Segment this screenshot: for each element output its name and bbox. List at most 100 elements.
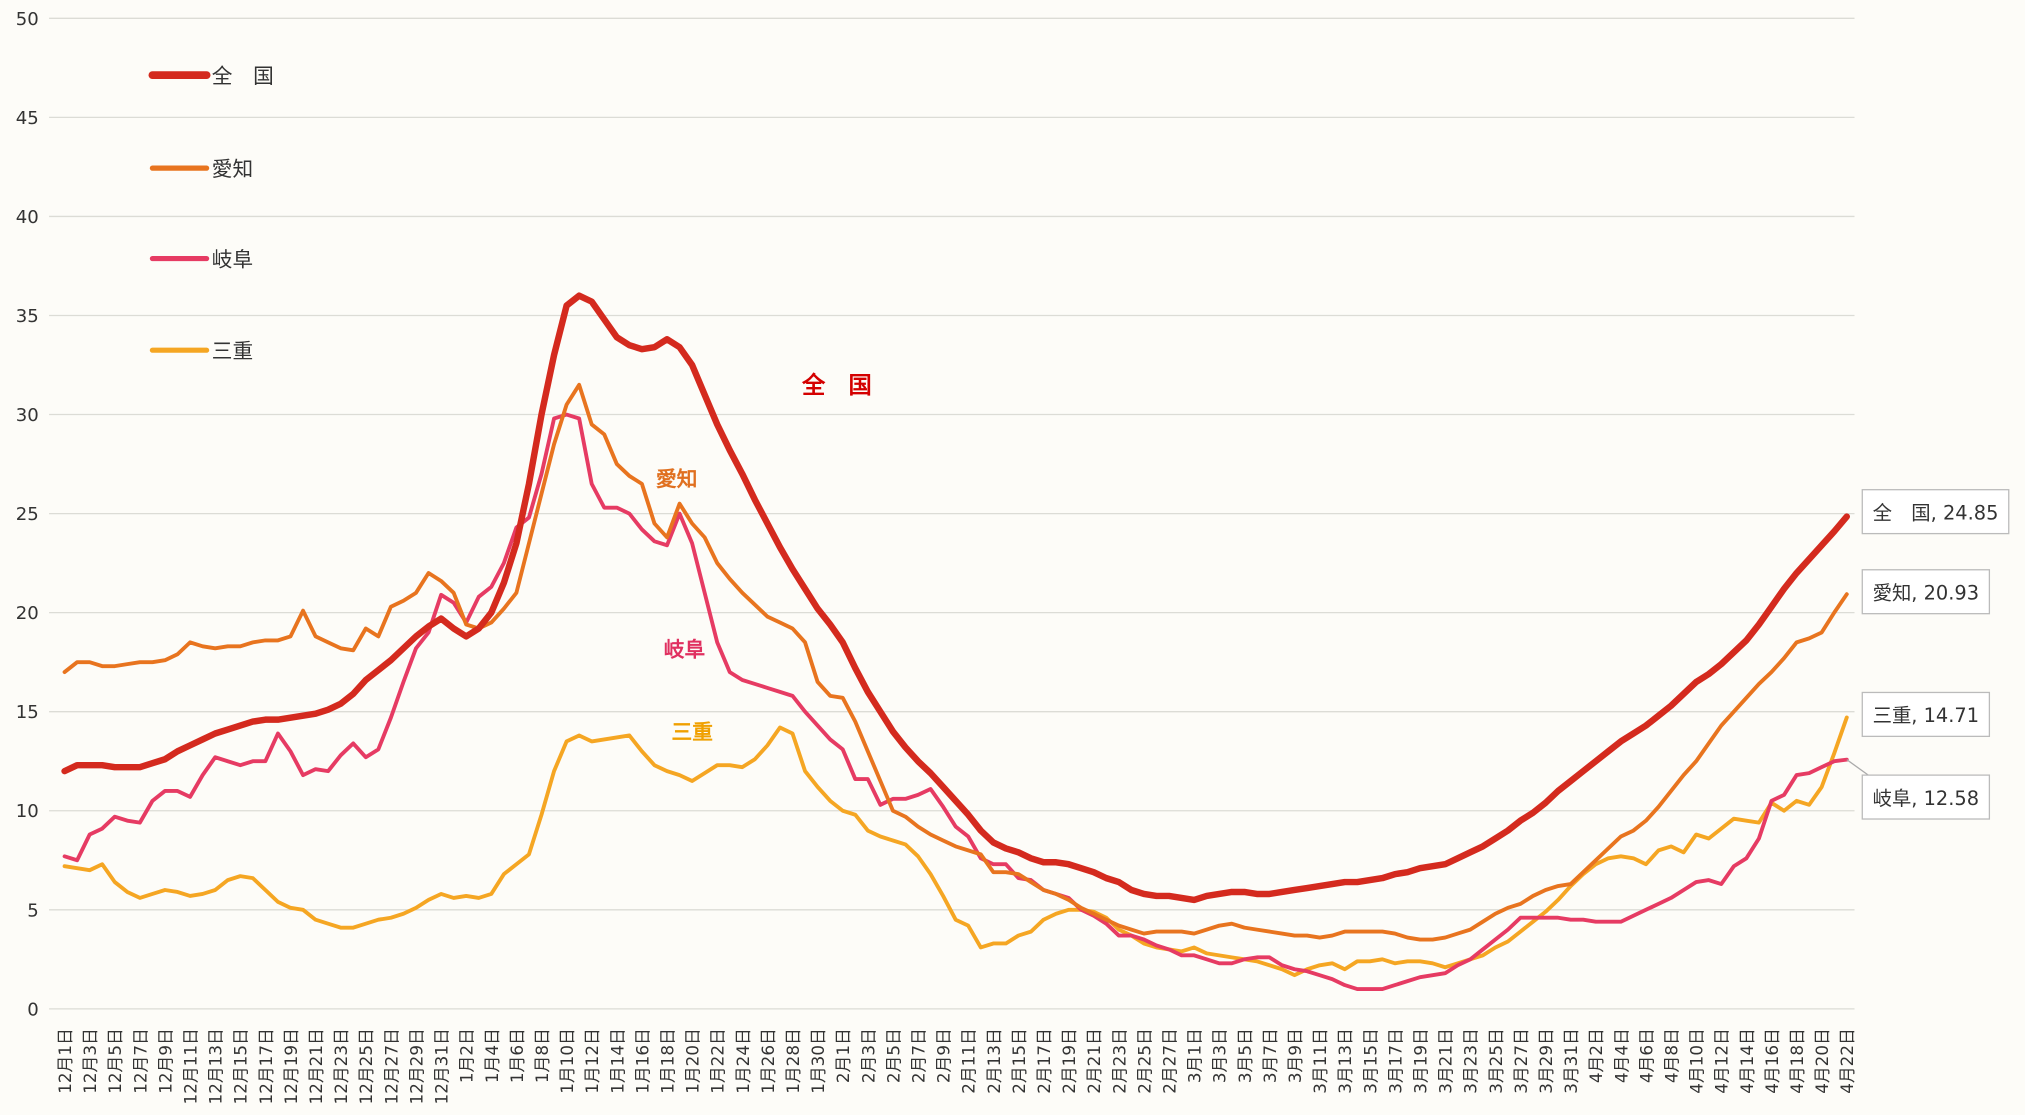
x-tick-label: 2月23日 [1109,1028,1129,1094]
data-label-text: 岐阜, 12.58 [1873,787,1979,810]
x-tick-label: 2月17日 [1034,1028,1054,1094]
x-tick-label: 1月22日 [708,1028,728,1094]
y-tick-label: 45 [16,108,39,129]
y-tick-label: 0 [27,999,39,1020]
x-tick-label: 3月5日 [1235,1028,1255,1083]
x-tick-label: 3月25日 [1486,1028,1506,1094]
x-tick-label: 2月1日 [833,1028,853,1083]
y-tick-label: 10 [16,801,39,822]
series-line [62,382,1849,942]
x-tick-label: 3月3日 [1210,1028,1230,1083]
x-tick-label: 2月13日 [984,1028,1004,1094]
x-tick-label: 12月11日 [181,1028,201,1104]
x-tick-label: 12月1日 [55,1028,75,1094]
x-tick-label: 1月10日 [557,1028,577,1094]
x-tick-label: 2月7日 [908,1028,928,1083]
x-tick-label: 4月8日 [1662,1028,1682,1083]
series-label: 岐阜 [664,637,705,661]
x-tick-label: 3月11日 [1310,1028,1330,1094]
label-box [1861,489,2010,535]
x-tick-label: 3月13日 [1335,1028,1355,1094]
x-tick-label: 4月14日 [1737,1028,1757,1094]
x-tick-label: 3月1日 [1185,1028,1205,1083]
x-tick-label: 2月19日 [1059,1028,1079,1094]
x-tick-label: 1月4日 [482,1028,502,1083]
x-tick-label: 12月23日 [331,1028,351,1104]
data-label-text: 全 国, 24.85 [1873,501,1999,524]
y-tick-label: 30 [16,405,39,426]
x-tick-label: 12月5日 [105,1028,125,1094]
data-label-text: 愛知, 20.93 [1873,581,1979,604]
x-tick-label: 3月19日 [1411,1028,1431,1094]
leader-line [1846,759,1871,777]
data-label: 全 国, 24.85 [1861,489,2010,535]
y-tick-label: 25 [16,504,39,525]
data-label-text: 三重, 14.71 [1873,704,1979,727]
data-label: 愛知, 20.93 [1861,569,1991,615]
x-tick-label: 3月7日 [1260,1028,1280,1083]
legend-label: 三重 [212,339,253,363]
x-tick-label: 12月31日 [432,1028,452,1104]
x-tick-label: 1月14日 [607,1028,627,1094]
x-tick-label: 12月27日 [381,1028,401,1104]
x-tick-label: 3月23日 [1461,1028,1481,1094]
x-tick-label: 2月21日 [1084,1028,1104,1094]
x-tick-label: 12月21日 [306,1028,326,1104]
x-tick-label: 12月3日 [80,1028,100,1094]
x-tick-label: 3月27日 [1511,1028,1531,1094]
x-tick-label: 12月19日 [281,1028,301,1104]
x-tick-label: 4月16日 [1762,1028,1782,1094]
x-tick-label: 2月9日 [934,1028,954,1083]
x-tick-label: 2月3日 [858,1028,878,1083]
y-tick-label: 40 [16,207,39,228]
series-label: 全 国 [801,372,872,399]
x-tick-label: 1月2日 [457,1028,477,1083]
x-tick-label: 1月6日 [507,1028,527,1083]
legend-label: 全 国 [212,64,274,88]
x-tick-label: 1月16日 [632,1028,652,1094]
x-tick-label: 3月17日 [1385,1028,1405,1094]
x-tick-label: 4月20日 [1812,1028,1832,1094]
series-line [61,292,1851,904]
y-tick-label: 35 [16,306,39,327]
series-line [62,412,1849,991]
x-tick-label: 1月24日 [733,1028,753,1094]
x-tick-label: 1月8日 [532,1028,552,1083]
x-tick-label: 3月21日 [1436,1028,1456,1094]
x-tick-label: 4月6日 [1636,1028,1656,1083]
x-tick-label: 4月10日 [1687,1028,1707,1094]
x-tick-label: 12月7日 [130,1028,150,1094]
x-tick-label: 3月29日 [1536,1028,1556,1094]
data-label: 岐阜, 12.58 [1846,759,1991,820]
x-tick-label: 2月27日 [1159,1028,1179,1094]
x-tick-label: 3月31日 [1561,1028,1581,1094]
x-tick-label: 12月17日 [256,1028,276,1104]
x-tick-label: 12月9日 [155,1028,175,1094]
x-tick-label: 12月13日 [206,1028,226,1104]
x-tick-label: 2月11日 [959,1028,979,1094]
x-tick-label: 2月15日 [1009,1028,1029,1094]
x-tick-label: 1月18日 [657,1028,677,1094]
legend-label: 岐阜 [212,247,253,271]
x-tick-label: 3月9日 [1285,1028,1305,1083]
series-line [62,715,1849,978]
x-tick-label: 1月20日 [683,1028,703,1094]
label-box [1861,569,1991,615]
x-tick-label: 1月26日 [758,1028,778,1094]
x-tick-label: 4月2日 [1586,1028,1606,1083]
series-label: 三重 [672,720,713,744]
x-tick-label: 4月4日 [1611,1028,1631,1083]
legend-label: 愛知 [212,157,253,181]
x-tick-label: 3月15日 [1360,1028,1380,1094]
data-label: 三重, 14.71 [1861,691,1991,738]
x-tick-label: 2月5日 [883,1028,903,1083]
series-label: 愛知 [656,467,697,491]
x-tick-label: 12月25日 [356,1028,376,1104]
label-box [1861,774,1991,820]
x-tick-label: 2月25日 [1134,1028,1154,1094]
x-tick-label: 12月15日 [231,1028,251,1104]
y-tick-label: 15 [16,702,39,723]
x-tick-label: 4月22日 [1837,1028,1857,1094]
x-tick-label: 1月28日 [783,1028,803,1094]
